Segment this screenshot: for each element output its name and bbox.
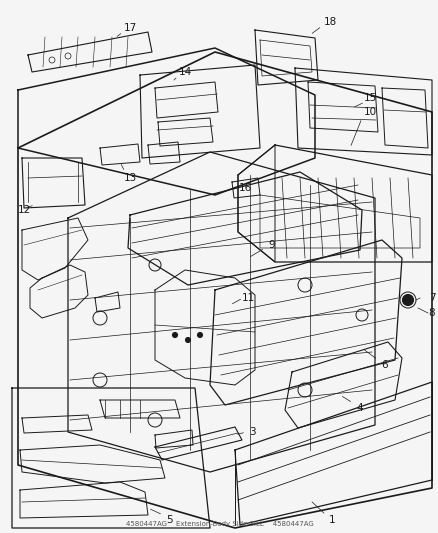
Circle shape — [185, 337, 190, 343]
Circle shape — [402, 295, 413, 305]
Text: 9: 9 — [268, 240, 275, 250]
Text: 18: 18 — [323, 17, 336, 27]
Circle shape — [172, 333, 177, 337]
Text: 14: 14 — [178, 67, 191, 77]
Text: 6: 6 — [381, 360, 388, 370]
Text: 12: 12 — [18, 205, 31, 215]
Text: 17: 17 — [123, 23, 136, 33]
Text: 4580447AG    Extension-Body Side SILL    4580447AG: 4580447AG Extension-Body Side SILL 45804… — [125, 521, 313, 527]
Text: 1: 1 — [328, 515, 335, 525]
Text: 11: 11 — [241, 293, 254, 303]
Text: 15: 15 — [363, 93, 376, 103]
Text: 16: 16 — [238, 183, 251, 193]
Text: 7: 7 — [428, 293, 434, 303]
Text: 8: 8 — [428, 308, 434, 318]
Text: 4: 4 — [356, 403, 363, 413]
Text: 13: 13 — [123, 173, 136, 183]
Text: 5: 5 — [166, 515, 173, 525]
Text: 10: 10 — [363, 107, 376, 117]
Text: 3: 3 — [248, 427, 255, 437]
Circle shape — [197, 333, 202, 337]
